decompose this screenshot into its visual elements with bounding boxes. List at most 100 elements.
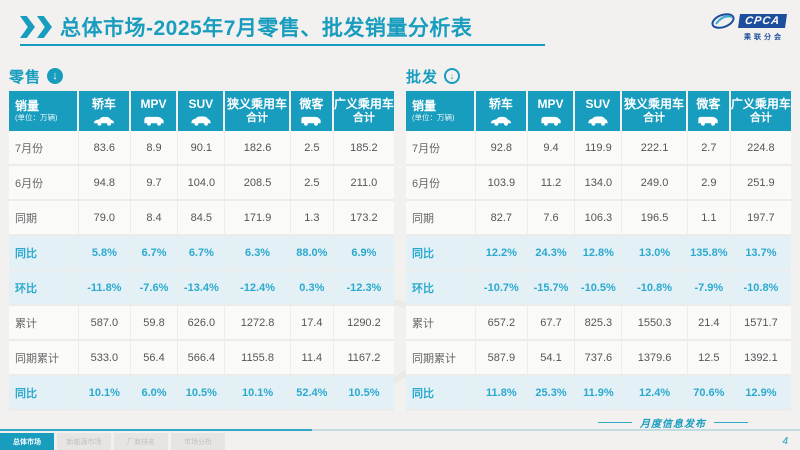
cell: 1167.2 [347, 351, 381, 364]
cell: 103.9 [476, 166, 528, 199]
cell: 67.7 [528, 306, 576, 339]
row-label: 7月份 [406, 131, 477, 164]
cell: 54.1 [528, 341, 576, 374]
cell: 13.7% [745, 246, 777, 259]
cell: 56.4 [131, 341, 179, 374]
cell: -7.9% [688, 271, 731, 304]
cell: 83.6 [79, 131, 131, 164]
cell: 249.0 [622, 166, 688, 199]
row-label: 同比 [9, 236, 80, 269]
retail-section-title: 零售 [9, 68, 42, 86]
column-label: SUV [188, 97, 214, 112]
cell: 7.6 [528, 201, 576, 234]
cell: 6.3% [225, 236, 291, 269]
row-label: 同期 [406, 201, 477, 234]
column-header-1: 轿车 [476, 91, 528, 131]
cell: 13.0% [622, 236, 688, 269]
wholesale-section-title: 批发 [406, 68, 439, 86]
column-header-2: MPV [527, 91, 576, 131]
cell: 566.4 [178, 341, 226, 374]
cell: 196.5 [622, 201, 688, 234]
cell: 1.1 [688, 201, 731, 234]
column-label: 广义乘用车 [730, 96, 791, 111]
cell: 106.3 [575, 201, 623, 234]
table-row: 同比 12.2% 24.3% 12.8% 13.0% 135.8% 13.7% [406, 236, 791, 271]
column-label-line2: 合计 [246, 111, 269, 124]
cell: -12.4% [225, 271, 291, 304]
table-row: 同期累计 533.0 56.4 566.4 1155.8 11.4 1167.2 [9, 341, 394, 376]
row-label: 6月份 [406, 166, 477, 199]
cell: 587.9 [476, 341, 528, 374]
table-header-row: 销量 (单位：万辆) 轿车 MPV SUV 狭义乘用车 合计 微客 广义乘用车 合计 [9, 91, 394, 131]
column-header-2: MPV [130, 91, 179, 131]
suv-icon [190, 113, 212, 126]
page-title-bar: 总体市场-2025年7月零售、批发销量分析表 [20, 12, 472, 42]
cell: 171.9 [225, 201, 291, 234]
cell: 82.7 [476, 201, 528, 234]
cell: 1379.6 [622, 341, 688, 374]
column-header-4: 狭义乘用车 合计 [622, 91, 688, 131]
cell: 79.0 [79, 201, 131, 234]
cell: 10.5% [178, 376, 226, 409]
cell: 626.0 [178, 306, 226, 339]
tables-row: 零售 ↓ 销量 (单位：万辆) 轿车 MPV SUV 狭义乘用车 合计 微客 广义乘用车 合计 7月… [0, 64, 800, 411]
van-icon [300, 113, 322, 126]
cell: 1290.2 [347, 316, 381, 329]
cell: 11.9% [575, 376, 623, 409]
column-header-6: 广义乘用车 合计 [730, 91, 791, 131]
cell: 84.5 [178, 201, 226, 234]
footer-tab-2[interactable]: 厂商排名 [114, 433, 168, 450]
row-label: 同比 [9, 376, 80, 409]
cell: -7.6% [131, 271, 179, 304]
cell: -15.7% [528, 271, 576, 304]
column-label: MPV [140, 97, 167, 112]
column-label: 狭义乘用车 [227, 96, 288, 111]
cell: 1392.1 [744, 351, 778, 364]
footer-tab-0[interactable]: 总体市场 [0, 433, 54, 450]
column-header-0: 销量 (单位：万辆) [406, 91, 477, 131]
row-label: 6月份 [9, 166, 80, 199]
note-dash-right [714, 422, 748, 423]
column-label: 微客 [299, 97, 324, 112]
cell: -10.7% [476, 271, 528, 304]
cell: 8.9 [131, 131, 179, 164]
wholesale-panel: 批发 ↓ 销量 (单位：万辆) 轿车 MPV SUV 狭义乘用车 合计 微客 广义乘用车 合计 7月… [406, 64, 791, 411]
cell: 119.9 [575, 131, 623, 164]
cell: 6.7% [131, 236, 179, 269]
cell: 135.8% [688, 236, 731, 269]
cell: -10.5% [575, 271, 623, 304]
cell: -10.8% [743, 281, 779, 294]
column-label-line2: 合计 [352, 111, 375, 124]
cell: 92.8 [476, 131, 528, 164]
page-title: 总体市场-2025年7月零售、批发销量分析表 [60, 17, 473, 40]
column-label: 微客 [696, 97, 721, 112]
column-sublabel: (单位：万辆) [15, 112, 58, 122]
row-label: 同比 [406, 236, 477, 269]
table-row: 6月份 103.9 11.2 134.0 249.0 2.9 251.9 [406, 166, 791, 201]
cell: 2.7 [688, 131, 731, 164]
table-row: 同比 11.8% 25.3% 11.9% 12.4% 70.6% 12.9% [406, 376, 791, 411]
cell: 70.6% [688, 376, 731, 409]
column-header-3: SUV [575, 91, 623, 131]
column-label-line2: 合计 [643, 111, 666, 124]
cell: 224.8 [747, 141, 775, 154]
table-row: 累计 657.2 67.7 825.3 1550.3 21.4 1571.7 [406, 306, 791, 341]
cell: 173.2 [350, 211, 378, 224]
download-circle-outline-icon: ↓ [444, 68, 461, 84]
cell: 11.8% [476, 376, 528, 409]
cell: 10.1% [79, 376, 131, 409]
cell: 12.5 [688, 341, 731, 374]
column-label: MPV [537, 97, 564, 112]
footer-tab-1[interactable]: 新能源市场 [57, 433, 111, 450]
column-label: 广义乘用车 [333, 96, 394, 111]
cell: 9.4 [528, 131, 576, 164]
cell: 0.3% [291, 271, 334, 304]
page-number: 4 [782, 436, 788, 447]
footer-tab-3[interactable]: 市场分析 [171, 433, 225, 450]
footer-note-text: 月度信息发布 [640, 419, 706, 430]
column-header-5: 微客 [290, 91, 334, 131]
row-label: 7月份 [9, 131, 80, 164]
column-sublabel: (单位：万辆) [412, 112, 455, 122]
table-header-row: 销量 (单位：万辆) 轿车 MPV SUV 狭义乘用车 合计 微客 广义乘用车 合计 [406, 91, 791, 131]
cell: 5.8% [79, 236, 131, 269]
